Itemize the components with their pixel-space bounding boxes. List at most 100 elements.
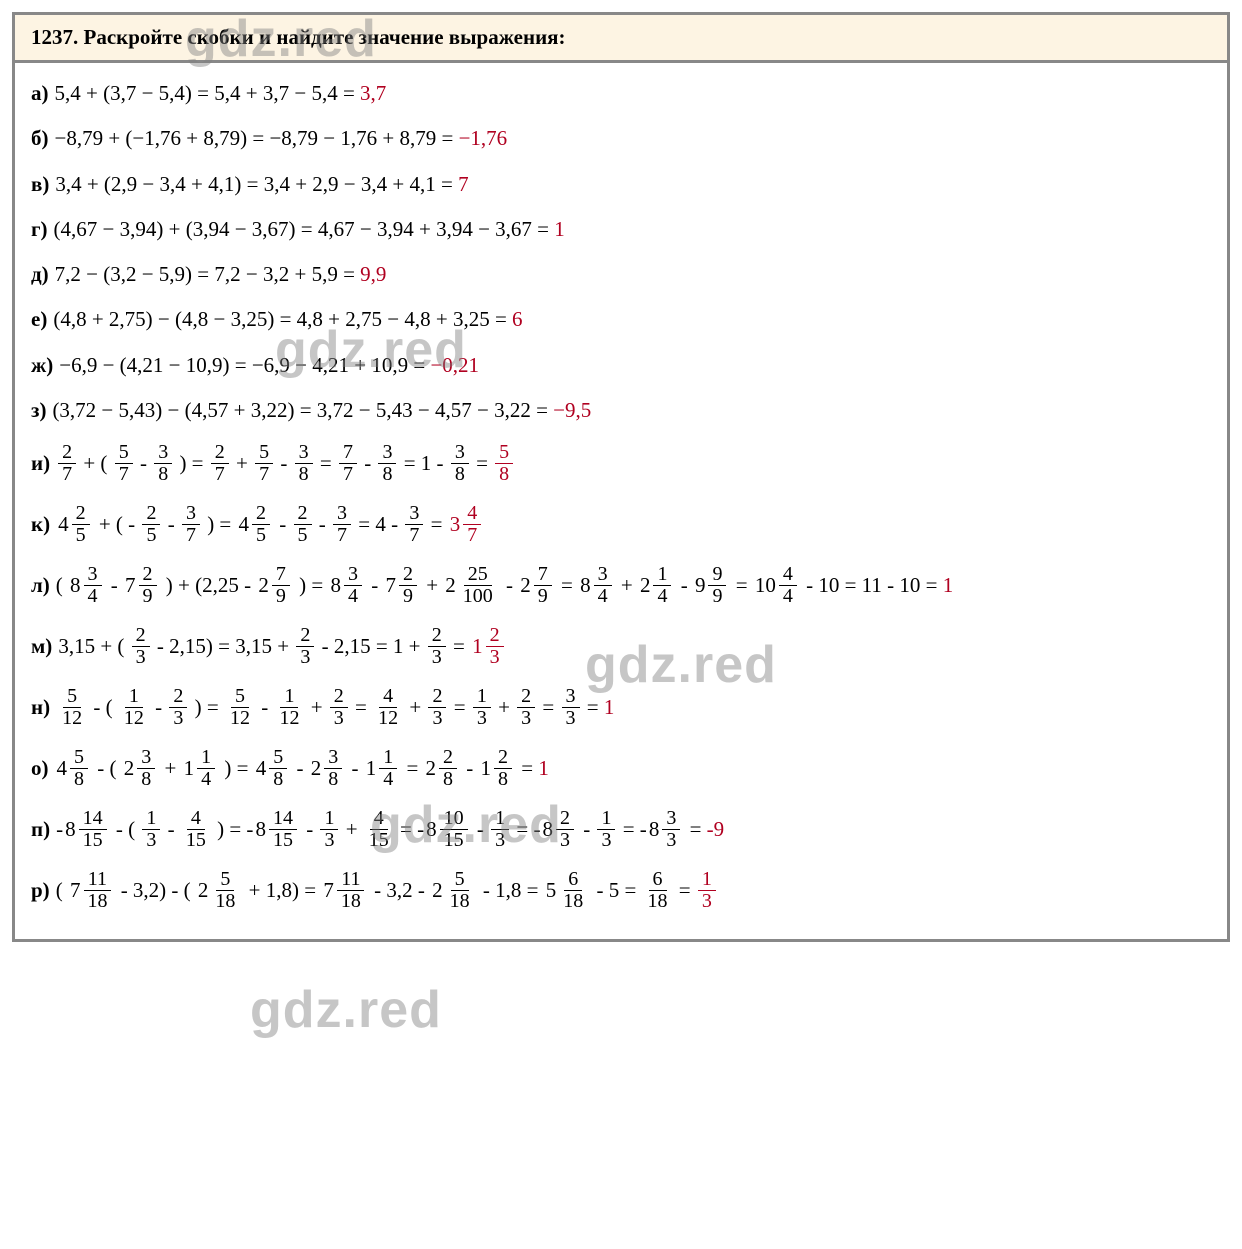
row-label: л)	[31, 572, 50, 599]
solution-row: а)5,4 + (3,7 − 5,4) = 5,4 + 3,7 − 5,4 = …	[31, 71, 1211, 116]
math-text: +	[421, 572, 443, 599]
answer-text: −0,21	[430, 352, 479, 379]
answer-text: −1,76	[459, 125, 508, 152]
fraction: 38	[154, 442, 172, 485]
fraction: 23	[330, 686, 348, 729]
fraction: 44	[779, 564, 797, 607]
row-label: з)	[31, 397, 46, 424]
fraction: 23	[556, 808, 574, 851]
answer-text: 1	[943, 572, 954, 599]
fraction: 27	[58, 442, 76, 485]
math-text: (4,8 + 2,75) − (4,8 − 3,25) = 4,8 + 2,75…	[53, 306, 512, 333]
math-text: =	[350, 694, 372, 721]
math-text: -	[56, 816, 63, 843]
fraction: 38	[137, 747, 155, 790]
math-text: =	[516, 755, 538, 782]
fraction: 14	[653, 564, 671, 607]
math-text: =	[537, 694, 559, 721]
mixed-number: 81015	[426, 808, 470, 851]
fraction: 38	[295, 442, 313, 485]
math-text: =	[582, 694, 604, 721]
solution-row: ж)−6,9 − (4,21 − 10,9) = −6,9 − 4,21 + 1…	[31, 343, 1211, 388]
mixed-number: 238	[124, 747, 158, 790]
problem-header: 1237. Раскройте скобки и найдите значени…	[15, 15, 1227, 63]
answer-text: 1	[604, 694, 615, 721]
math-text: + 1,8) =	[243, 877, 321, 904]
fraction: 29	[139, 564, 157, 607]
mixed-number: 458	[57, 747, 91, 790]
fraction: 25	[252, 503, 270, 546]
answer-text: 6	[512, 306, 523, 333]
fraction: 512	[226, 686, 254, 729]
math-text: ) =	[174, 450, 209, 477]
fraction: 58	[495, 442, 513, 485]
answer-text: 1	[538, 755, 549, 782]
mixed-number: 834	[70, 564, 104, 607]
math-text: - 2,15) = 3,15 +	[152, 633, 295, 660]
fraction: 33	[562, 686, 580, 729]
fraction: 1415	[79, 808, 107, 851]
mixed-number: 225100	[445, 564, 499, 607]
fraction: 23	[428, 686, 446, 729]
fraction: 14	[197, 747, 215, 790]
mixed-number: 81415	[255, 808, 299, 851]
math-text: -	[256, 694, 274, 721]
mixed-number: 128	[481, 747, 515, 790]
solution-row: в)3,4 + (2,9 − 3,4 + 4,1) = 3,4 + 2,9 − …	[31, 162, 1211, 207]
math-text: -	[346, 755, 364, 782]
fraction: 25	[142, 503, 160, 546]
math-text: -	[501, 572, 519, 599]
fraction: 13	[142, 808, 160, 851]
solution-row: з)(3,72 − 5,43) − (4,57 + 3,22) = 3,72 −…	[31, 388, 1211, 433]
math-text: -	[291, 755, 309, 782]
fraction: 33	[662, 808, 680, 851]
math-text: -	[135, 450, 153, 477]
math-text: -	[461, 755, 479, 782]
mixed-number: 114	[184, 747, 218, 790]
math-text: ) =	[202, 511, 237, 538]
math-text: =	[425, 511, 447, 538]
mixed-number: 279	[520, 564, 554, 607]
mixed-number: 5618	[546, 869, 590, 912]
fraction: 29	[399, 564, 417, 607]
row-label: о)	[31, 755, 49, 782]
mixed-number: 425	[58, 503, 92, 546]
fraction: 512	[58, 686, 86, 729]
fraction: 518	[446, 869, 474, 912]
math-text: -	[578, 816, 596, 843]
answer-text: 1	[554, 216, 565, 243]
math-text: =	[315, 450, 337, 477]
fraction: 37	[405, 503, 423, 546]
mixed-number: 999	[695, 564, 729, 607]
math-text: - 3,2 -	[369, 877, 430, 904]
fraction: 28	[439, 747, 457, 790]
math-text: -	[274, 511, 292, 538]
mixed-number: 347	[450, 503, 484, 546]
math-text: + (	[78, 450, 113, 477]
math-text: (4,67 − 3,94) + (3,94 − 3,67) = 4,67 − 3…	[54, 216, 555, 243]
math-text: ) =	[294, 572, 329, 599]
solution-card: 1237. Раскройте скобки и найдите значени…	[12, 12, 1230, 942]
math-text: -	[162, 816, 180, 843]
fraction: 13	[491, 808, 509, 851]
math-text: -	[366, 572, 384, 599]
fraction: 1415	[269, 808, 297, 851]
fraction: 34	[344, 564, 362, 607]
mixed-number: 425	[239, 503, 273, 546]
mixed-number: 833	[649, 808, 683, 851]
solution-body: а)5,4 + (3,7 − 5,4) = 5,4 + 3,7 − 5,4 = …	[15, 63, 1227, 939]
fraction: 79	[534, 564, 552, 607]
row-label: ж)	[31, 352, 53, 379]
math-text: =	[684, 816, 706, 843]
fraction: 13	[597, 808, 615, 851]
math-text: ) = -	[212, 816, 254, 843]
math-text: =	[730, 572, 752, 599]
mixed-number: 214	[640, 564, 674, 607]
row-label: п)	[31, 816, 50, 843]
math-text: - 1,8 =	[478, 877, 544, 904]
math-text: +	[305, 694, 327, 721]
fraction: 1118	[337, 869, 365, 912]
fraction: 27	[211, 442, 229, 485]
solution-row: е)(4,8 + 2,75) − (4,8 − 3,25) = 4,8 + 2,…	[31, 297, 1211, 342]
fraction: 13	[473, 686, 491, 729]
